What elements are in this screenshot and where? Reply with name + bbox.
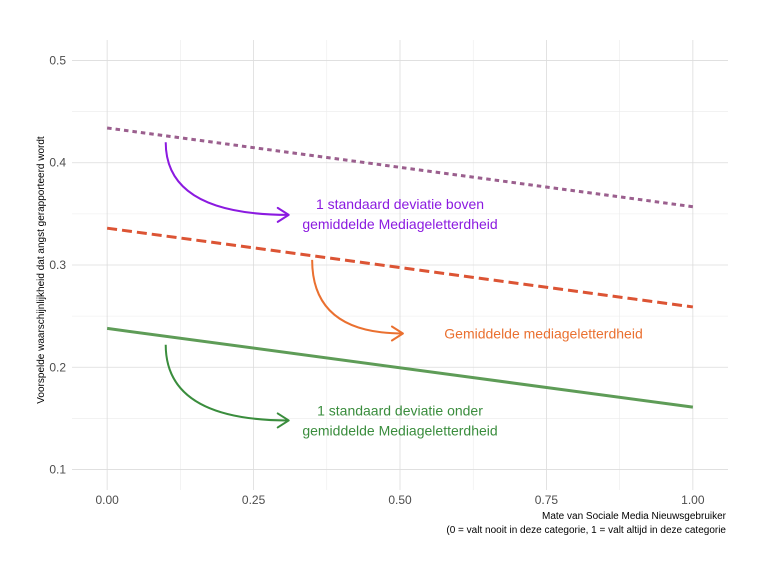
y-tick-label: 0.1 xyxy=(49,463,66,477)
annotation-arrowhead-mean xyxy=(390,325,404,342)
series-line-mean xyxy=(106,226,694,309)
x-tick-label: 0.25 xyxy=(242,493,266,507)
x-tick-label: 1.00 xyxy=(681,493,705,507)
major-gridlines xyxy=(72,40,728,490)
series-lines xyxy=(106,126,694,409)
y-axis-title: Voorspelde waarschijnlijkheid dat angst … xyxy=(36,136,47,404)
x-tick-label: 0.50 xyxy=(388,493,412,507)
y-tick-label: 0.2 xyxy=(49,360,66,374)
annotation-label-below: gemiddelde Mediageletterdheid xyxy=(302,422,497,438)
y-tick-label: 0.5 xyxy=(49,53,66,67)
annotation-label-above: 1 standaard deviatie boven xyxy=(316,196,484,212)
annotation-arrowhead-below xyxy=(276,412,290,429)
x-axis-note: (0 = valt nooit in deze categorie, 1 = v… xyxy=(446,525,726,536)
annotations: 1 standaard deviatie boven gemiddelde Med… xyxy=(164,142,643,438)
series-line-below xyxy=(106,326,694,409)
annotation-label-mean: Gemiddelde mediageletterdheid xyxy=(444,326,642,342)
x-axis-tick-labels: 0.00 0.25 0.50 0.75 1.00 xyxy=(95,493,704,507)
annotation-arrow-below xyxy=(164,344,289,422)
x-tick-label: 0.00 xyxy=(95,493,119,507)
y-axis-tick-labels: 0.1 0.2 0.3 0.4 0.5 xyxy=(49,53,66,476)
y-tick-label: 0.3 xyxy=(49,258,66,272)
y-tick-label: 0.4 xyxy=(49,156,66,170)
annotation-label-above: gemiddelde Mediageletterdheid xyxy=(302,216,497,232)
annotation-label-below: 1 standaard deviatie onder xyxy=(317,402,483,418)
annotation-arrow-above xyxy=(164,142,289,216)
x-tick-label: 0.75 xyxy=(535,493,559,507)
annotation-arrow-mean xyxy=(311,259,403,335)
x-axis-title: Mate van Sociale Media Nieuwsgebruiker xyxy=(542,511,727,522)
annotation-arrowhead-above xyxy=(276,206,290,223)
